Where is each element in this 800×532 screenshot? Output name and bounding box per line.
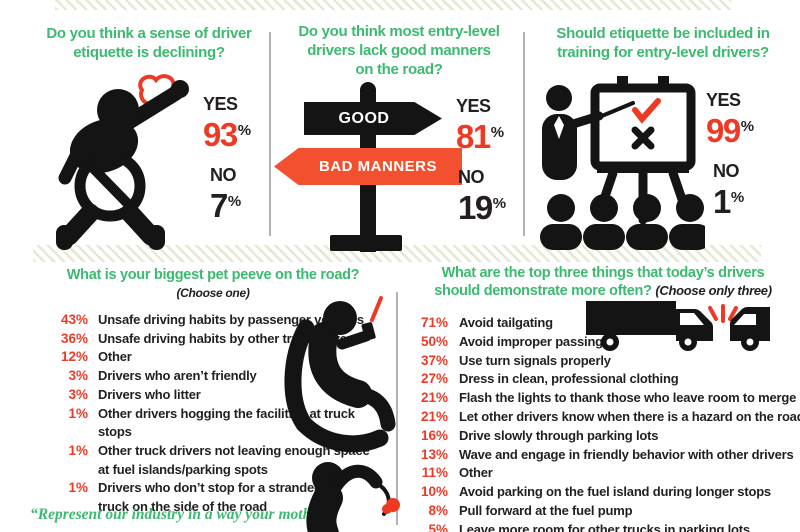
pet-peeve-heading: What is your biggest pet peeve on the ro… bbox=[66, 267, 360, 283]
littering-person-icon bbox=[306, 462, 400, 532]
list-item: 3% Drivers who aren’t friendly bbox=[68, 368, 257, 384]
list-item: 5% Leave more room for other trucks in pa… bbox=[428, 521, 750, 532]
tailgating-trucks-icon bbox=[586, 301, 770, 351]
list-item: 1% Other truck drivers not leaving enough… bbox=[68, 442, 370, 477]
yes-value: 93 bbox=[203, 116, 238, 153]
pet-peeve-subheading: (Choose one) bbox=[176, 286, 250, 300]
list-item: 21% Let other drivers know when there is … bbox=[420, 408, 800, 424]
list-item: 10% Avoid parking on the fuel island duri… bbox=[420, 484, 771, 500]
no-label: NO bbox=[713, 161, 740, 181]
panel1-results: YES 93% NO 7% bbox=[203, 94, 251, 230]
yes-value: 99 bbox=[706, 112, 741, 149]
audience bbox=[540, 194, 705, 250]
honk-marks bbox=[708, 304, 738, 323]
no-value: 7 bbox=[210, 187, 228, 224]
signpost-base bbox=[330, 235, 402, 251]
list-item: 21% Flash the lights to thank those who l… bbox=[420, 390, 797, 406]
x-mark bbox=[631, 126, 655, 150]
question-etiquette-in-training: Should etiquette be included in training… bbox=[556, 25, 770, 61]
list-item: 3% Drivers who litter bbox=[68, 386, 201, 402]
no-value: 19 bbox=[458, 189, 493, 226]
top-three-subheading: (Choose only three) bbox=[655, 283, 772, 298]
demonstrate-list: 71% Avoid tailgating 50% Avoid improper pa… bbox=[402, 314, 800, 532]
hatch-band-top bbox=[55, 0, 731, 10]
percent-sign: % bbox=[227, 193, 242, 210]
percent-sign: % bbox=[730, 189, 745, 206]
pointer-stick bbox=[595, 101, 635, 120]
list-item: 13% Wave and engage in friendly behavior … bbox=[420, 446, 794, 462]
list-item: 50% Avoid improper passing bbox=[420, 333, 603, 349]
yes-label: YES bbox=[706, 90, 741, 110]
top-three-heading: What are the top three things that today… bbox=[408, 264, 798, 300]
divider bbox=[523, 32, 525, 236]
panel2-results: YES 81% NO 19% bbox=[456, 96, 506, 232]
signpost-icon: GOOD BAD MANNERS bbox=[274, 82, 468, 252]
percent-sign: % bbox=[237, 122, 252, 139]
list-item: 8% Pull forward at the fuel pump bbox=[428, 502, 633, 518]
bad-manners-sign-label: BAD MANNERS bbox=[319, 158, 437, 175]
heading-line1: What are the top three things that today… bbox=[441, 265, 765, 281]
angry-driver-icon bbox=[56, 74, 189, 250]
list-item: 12% Other bbox=[60, 349, 132, 365]
bad-manners-sign: BAD MANNERS bbox=[274, 148, 462, 185]
list-item: 16% Drive slowly through parking lots bbox=[420, 427, 659, 443]
list-item: 11% Other bbox=[421, 465, 493, 481]
tie bbox=[554, 116, 564, 139]
percent-sign: % bbox=[492, 195, 507, 212]
no-value: 1 bbox=[713, 183, 731, 220]
divider bbox=[396, 292, 398, 525]
quote-text: “Represent our industry in a way your mo… bbox=[30, 506, 325, 523]
good-sign-label: GOOD bbox=[338, 109, 390, 127]
no-label: NO bbox=[458, 167, 485, 187]
list-item: 1% Other drivers hogging the facilities a… bbox=[68, 405, 355, 440]
phone-signal bbox=[370, 296, 383, 322]
percent-sign: % bbox=[490, 124, 505, 141]
list-item: 71% Avoid tailgating bbox=[420, 315, 553, 330]
list-item: 27% Dress in clean, professional clothing bbox=[420, 371, 679, 387]
yes-label: YES bbox=[203, 94, 238, 114]
training-easel-icon bbox=[540, 76, 705, 250]
divider bbox=[269, 32, 271, 236]
percent-sign: % bbox=[740, 118, 755, 135]
check-mark bbox=[632, 98, 661, 124]
panel3-results: YES 99% NO 1% bbox=[706, 90, 754, 226]
yes-label: YES bbox=[456, 96, 491, 116]
yes-value: 81 bbox=[456, 118, 491, 155]
question-lack-good-manners: Do you think most entry-level drivers la… bbox=[298, 23, 500, 78]
good-sign: GOOD bbox=[304, 102, 442, 135]
no-label: NO bbox=[210, 165, 237, 185]
list-item: 37% Use turn signals properly bbox=[420, 352, 611, 368]
question-driver-etiquette-declining: Do you think a sense of driver etiquette… bbox=[46, 25, 252, 61]
list-item: 1% Drivers who don’t stop for a stranded … bbox=[68, 480, 322, 515]
hatch-band-middle bbox=[33, 245, 761, 262]
heading-line2: should demonstrate more often? bbox=[434, 283, 652, 299]
texting-driver-icon bbox=[284, 296, 396, 453]
